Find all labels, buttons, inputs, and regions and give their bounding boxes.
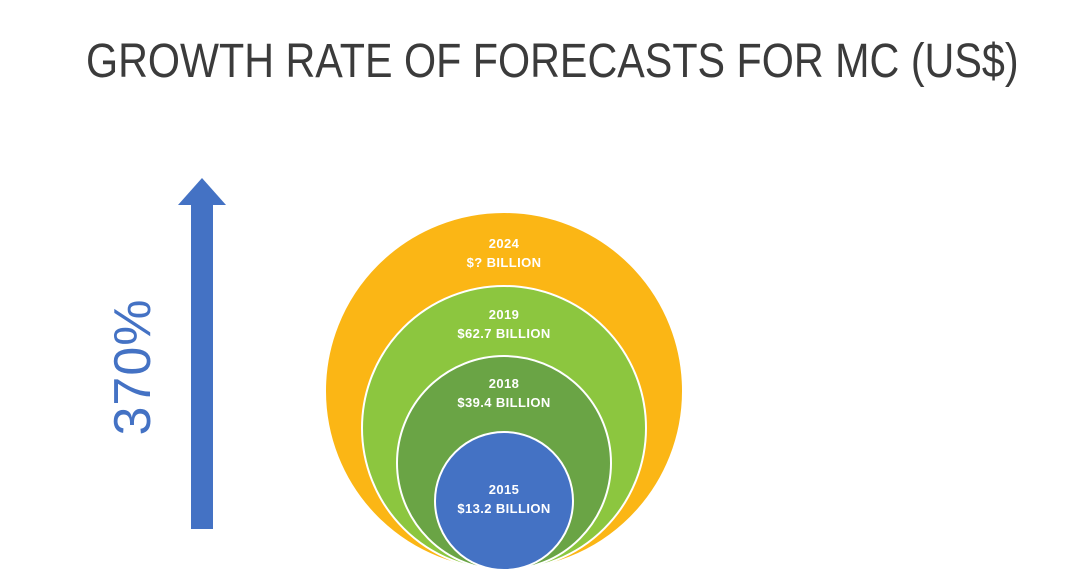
year-label: 2015 <box>488 482 520 497</box>
up-arrow-shaft <box>191 204 213 529</box>
value-label: $? BILLION <box>466 255 542 270</box>
year-label: 2019 <box>488 307 520 322</box>
page-title: GROWTH RATE OF FORECASTS FOR MC (US$) <box>86 35 1019 88</box>
up-arrow-head-icon <box>178 178 226 205</box>
circle-2015: 2015 $13.2 BILLION <box>434 431 574 571</box>
value-label: $62.7 BILLION <box>457 326 551 341</box>
year-label: 2018 <box>488 376 520 391</box>
growth-rate-label: 370% <box>104 298 162 436</box>
value-label: $13.2 BILLION <box>457 501 551 516</box>
value-label: $39.4 BILLION <box>457 395 551 410</box>
year-label: 2024 <box>488 236 520 251</box>
